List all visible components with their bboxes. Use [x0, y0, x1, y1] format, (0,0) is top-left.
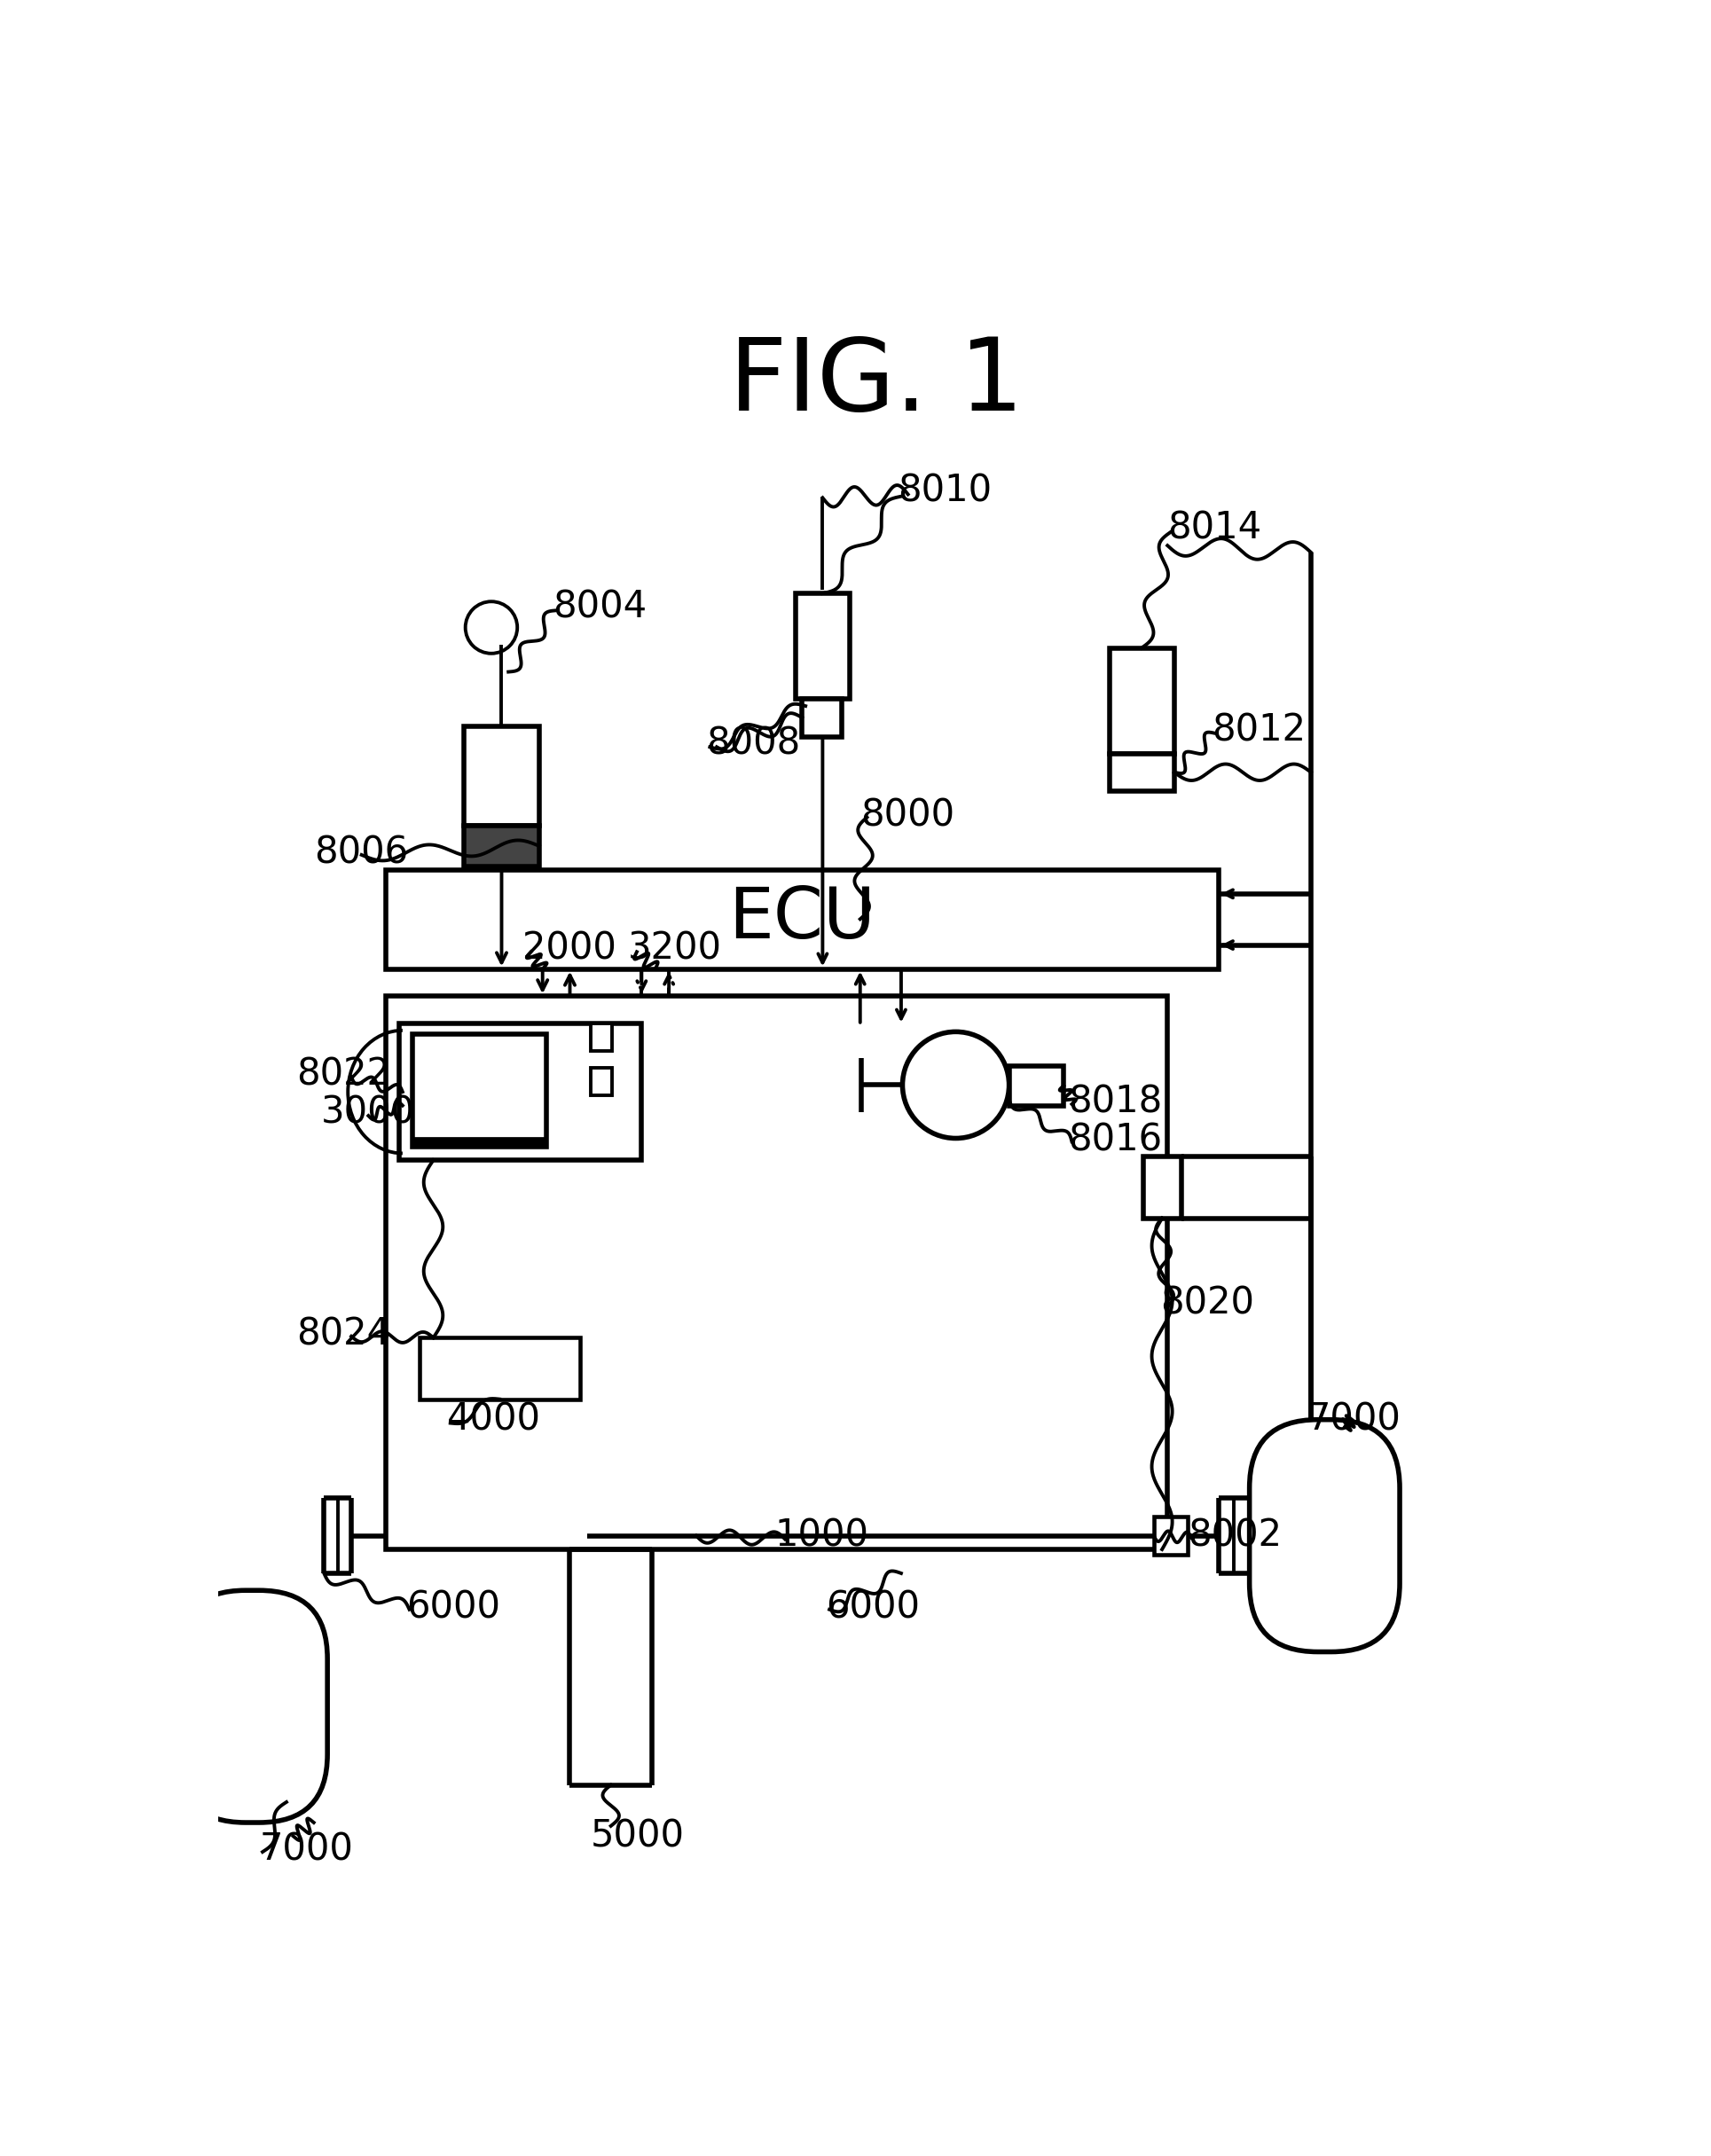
- Text: 8000: 8000: [861, 798, 955, 834]
- Text: 6000: 6000: [826, 1589, 921, 1626]
- Circle shape: [902, 1033, 1009, 1138]
- Bar: [464, 727, 539, 826]
- Text: 8024: 8024: [296, 1315, 390, 1354]
- Text: 8008: 8008: [707, 724, 801, 763]
- Bar: [796, 593, 850, 699]
- Bar: [1143, 1158, 1181, 1218]
- Text: 8010: 8010: [898, 472, 992, 509]
- Text: 7000: 7000: [1307, 1401, 1401, 1438]
- Text: 8002: 8002: [1187, 1518, 1282, 1554]
- Bar: [802, 699, 842, 737]
- Text: 3000: 3000: [320, 1093, 414, 1132]
- Bar: [590, 1024, 613, 1050]
- Text: 8012: 8012: [1211, 711, 1305, 748]
- Bar: [590, 1067, 613, 1095]
- Text: 1000: 1000: [775, 1518, 869, 1554]
- Text: 8018: 8018: [1068, 1084, 1163, 1121]
- Bar: [1109, 649, 1174, 755]
- Text: 8020: 8020: [1160, 1285, 1254, 1322]
- Text: 8006: 8006: [313, 834, 407, 871]
- Text: 7000: 7000: [258, 1830, 352, 1869]
- Bar: [1109, 755, 1174, 791]
- Bar: [412, 1035, 546, 1147]
- Text: 8016: 8016: [1068, 1121, 1162, 1158]
- Text: 2000: 2000: [522, 929, 616, 968]
- Text: 6000: 6000: [406, 1589, 500, 1626]
- Bar: [1009, 1065, 1064, 1106]
- Text: 5000: 5000: [590, 1818, 684, 1854]
- Bar: [385, 996, 1167, 1550]
- Text: 3200: 3200: [628, 929, 722, 968]
- Bar: [1153, 1516, 1187, 1554]
- Text: 8022: 8022: [296, 1056, 390, 1093]
- Bar: [419, 1337, 580, 1399]
- Bar: [399, 1024, 642, 1160]
- Bar: [385, 869, 1218, 968]
- FancyBboxPatch shape: [178, 1591, 327, 1822]
- Text: FIG. 1: FIG. 1: [729, 334, 1023, 433]
- Text: 8004: 8004: [553, 589, 647, 625]
- Text: 4000: 4000: [447, 1401, 541, 1438]
- Text: 8014: 8014: [1167, 509, 1261, 548]
- Bar: [464, 826, 539, 867]
- Text: ECU: ECU: [729, 884, 876, 953]
- FancyBboxPatch shape: [1249, 1419, 1400, 1651]
